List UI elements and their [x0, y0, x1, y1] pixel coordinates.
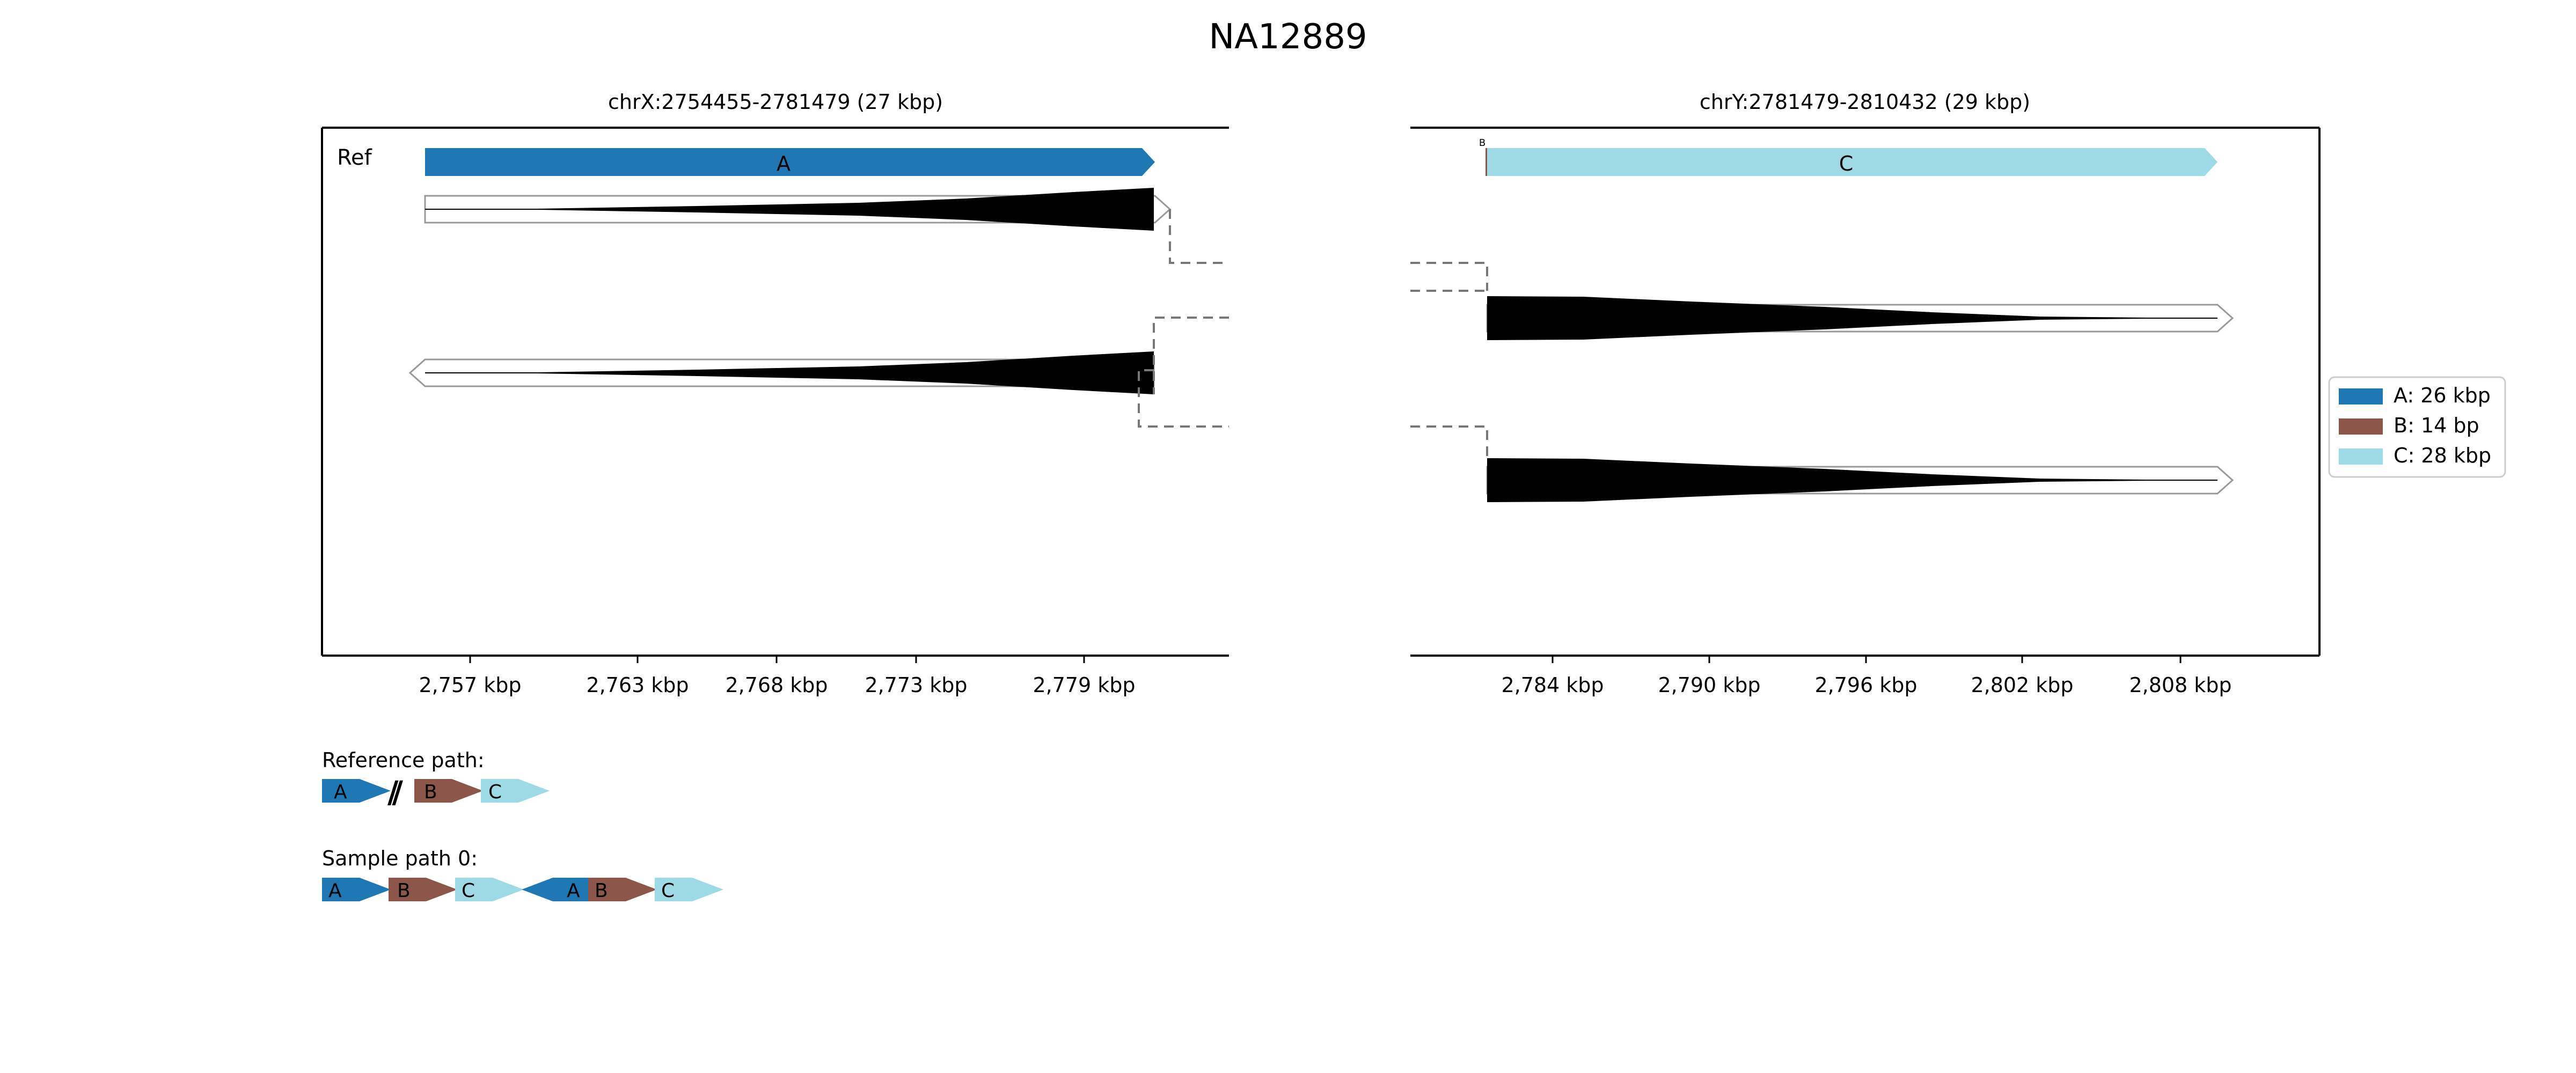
alignment-4	[1487, 458, 2218, 502]
ref-segment-B-label: B	[1479, 137, 1485, 149]
alignment-2	[425, 351, 1154, 394]
panel-left-ticks	[469, 656, 1085, 663]
legend-swatch-B	[2339, 418, 2383, 435]
path-segment-label: A	[328, 880, 342, 902]
path-break-mark: //	[387, 775, 403, 810]
ref-segment-C	[1487, 148, 2218, 176]
ref-segment-A	[425, 148, 1155, 176]
panel-right-title: chrY:2781479-2810432 (29 kbp)	[1700, 90, 2030, 114]
tick-label: 2,796 kbp	[1814, 673, 1917, 697]
ref-segment-C-label: C	[1839, 152, 1854, 175]
connector-5	[1138, 369, 1229, 428]
path-segment-label: B	[424, 781, 437, 803]
panel-right: chrY:2781479-2810432 (29 kbp) B C 2,784 …	[1410, 90, 2321, 697]
path-segment-C	[481, 779, 550, 803]
path-segment-A	[322, 779, 391, 803]
ref-label: Ref	[337, 145, 372, 170]
ref-segment-B	[1485, 148, 1487, 176]
tick-label: 2,779 kbp	[1033, 673, 1135, 697]
legend-label: B: 14 bp	[2394, 414, 2479, 437]
tick-label: 2,784 kbp	[1501, 673, 1604, 697]
figure-title: NA12889	[1209, 17, 1367, 57]
path-segment-label: B	[397, 880, 411, 902]
path-segment-label: B	[595, 880, 608, 902]
tick-label: 2,808 kbp	[2129, 673, 2231, 697]
path-segment-B	[588, 878, 657, 901]
legend-swatch-C	[2339, 449, 2383, 465]
connector-4	[1153, 317, 1229, 394]
path-segment-label: C	[488, 781, 502, 803]
panel-left-title: chrX:2754455-2781479 (27 kbp)	[608, 90, 943, 114]
tick-label: 2,763 kbp	[586, 673, 689, 697]
connector-1	[1169, 209, 1229, 264]
path-segment-A	[322, 878, 391, 901]
alignment-3	[1487, 296, 2218, 340]
tick-label: 2,768 kbp	[725, 673, 828, 697]
legend: A: 26 kbp B: 14 bp C: 28 kbp	[2328, 376, 2506, 478]
alignment-1	[425, 188, 1154, 231]
tick-label: 2,773 kbp	[865, 673, 967, 697]
panel-left: chrX:2754455-2781479 (27 kbp) Ref A 2,75…	[321, 90, 1229, 697]
sample-path-0: Sample path 0: A B C A B C	[322, 847, 723, 902]
path-segment-label: A	[334, 781, 347, 803]
path-segment-C	[455, 878, 524, 901]
panel-right-ticks	[1552, 656, 2182, 663]
connector-2	[1410, 262, 1488, 291]
tick-label: 2,802 kbp	[1971, 673, 2073, 697]
tick-label: 2,757 kbp	[419, 673, 521, 697]
path-segment-label: A	[567, 880, 580, 902]
legend-label: C: 28 kbp	[2394, 444, 2491, 467]
path-segment-label: C	[661, 880, 675, 902]
path-segment-A-reverse	[522, 878, 590, 901]
tick-label: 2,790 kbp	[1658, 673, 1760, 697]
reference-path: Reference path: A // B C	[322, 748, 550, 810]
legend-label: A: 26 kbp	[2394, 384, 2491, 407]
legend-swatch-A	[2339, 388, 2383, 405]
path-segment-B	[414, 779, 483, 803]
path-segment-B	[389, 878, 457, 901]
connector-6	[1410, 425, 1488, 458]
sample-path-label: Sample path 0:	[322, 847, 478, 870]
reference-path-label: Reference path:	[322, 748, 485, 772]
path-segment-C	[655, 878, 723, 901]
path-segment-label: C	[462, 880, 475, 902]
connectors	[1138, 209, 1488, 458]
ref-segment-A-label: A	[777, 152, 791, 175]
